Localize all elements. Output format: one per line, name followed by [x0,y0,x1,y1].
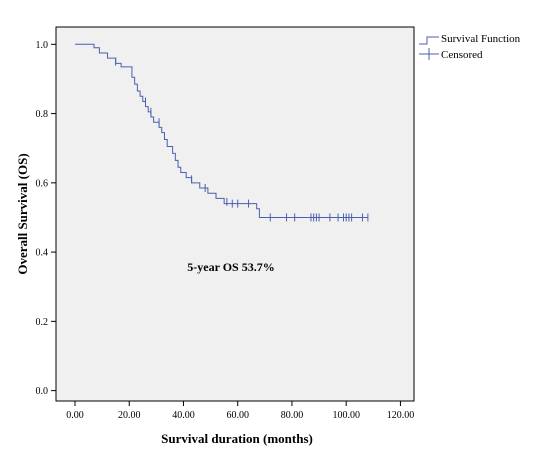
survival-function-line [74,43,368,218]
x-tick-label: 120.00 [387,410,415,421]
y-axis-ticks: 0.0 0.2 0.4 0.6 0.8 1.0 [36,40,56,397]
x-tick-label: 100.00 [332,410,360,421]
legend-label-survival-function: Survival Function [441,33,521,45]
x-axis-ticks: 0.00 20.00 40.00 60.00 80.00 100.00 120.00 [66,401,414,421]
y-tick-label: 1.0 [36,40,49,51]
y-tick-label: 0.0 [36,386,49,397]
legend-step-icon [419,36,439,45]
series-layer [74,43,368,218]
y-tick-label: 0.8 [36,109,49,120]
x-tick-label: 40.00 [172,410,195,421]
y-axis-title: Overall Survival (OS) [15,153,30,274]
x-tick-label: 60.00 [226,410,249,421]
y-tick-label: 0.2 [36,317,49,328]
x-tick-label: 80.00 [281,410,304,421]
x-axis-title: Survival duration (months) [161,431,313,446]
y-tick-label: 0.6 [36,178,49,189]
legend-item-survival-function: Survival Function [419,33,521,45]
legend-label-censored: Censored [441,49,483,61]
plot-area [55,26,415,402]
legend-item-censored: Censored [419,48,483,61]
annotation-5year-os: 5-year OS 53.7% [187,260,274,274]
y-tick-label: 0.4 [36,248,49,259]
legend: Survival Function Censored [419,33,521,61]
legend-censor-icon [419,48,439,60]
censor-marks [115,57,369,222]
x-tick-label: 0.00 [66,410,84,421]
x-tick-label: 20.00 [118,410,141,421]
